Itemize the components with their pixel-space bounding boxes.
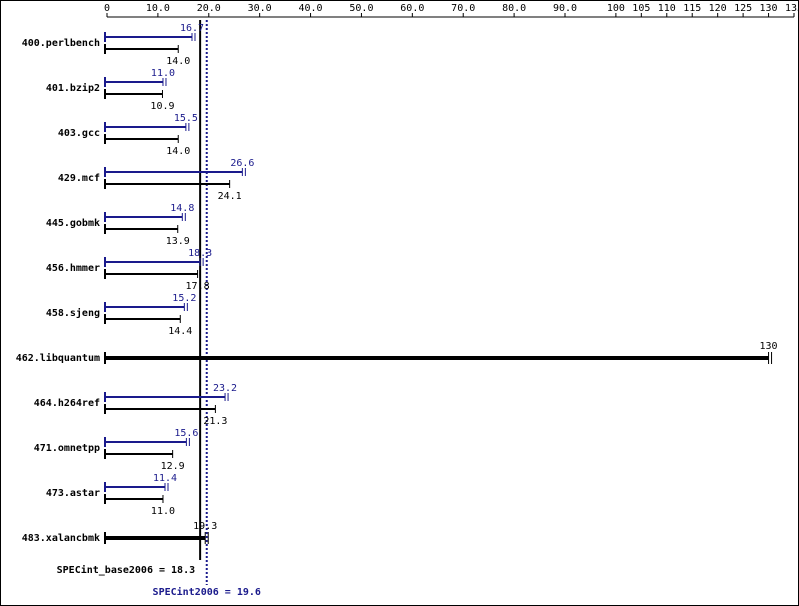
value-label: 19.3	[193, 521, 217, 532]
value-label: 14.0	[166, 146, 190, 157]
x-tick-label: 110	[658, 3, 676, 14]
x-tick-label: 100	[607, 3, 625, 14]
category-label: 483.xalancbmk	[22, 533, 100, 544]
reference-label: SPECint2006 = 19.6	[153, 586, 261, 598]
value-label: 26.6	[230, 158, 254, 169]
category-label: 429.mcf	[58, 173, 100, 184]
value-label: 23.2	[213, 383, 237, 394]
value-label: 10.9	[150, 101, 174, 112]
value-label: 16.7	[180, 23, 204, 34]
category-label: 462.libquantum	[16, 352, 100, 364]
x-tick-label: 125	[734, 3, 752, 14]
value-label: 11.0	[151, 68, 175, 79]
category-label: 403.gcc	[58, 128, 100, 139]
category-label: 473.astar	[46, 488, 100, 499]
value-label: 12.9	[161, 461, 185, 472]
category-label: 456.hmmer	[46, 263, 100, 274]
value-label: 11.0	[151, 506, 175, 517]
x-tick-label: 70.0	[451, 3, 475, 14]
value-label: 14.8	[170, 203, 194, 214]
value-label: 15.2	[172, 293, 196, 304]
value-label: 21.3	[203, 416, 227, 427]
x-tick-label: 135	[785, 3, 799, 14]
reference-label: SPECint_base2006 = 18.3	[57, 564, 195, 576]
x-tick-label: 30.0	[248, 3, 272, 14]
x-tick-label: 40.0	[299, 3, 323, 14]
x-tick-label: 90.0	[553, 3, 577, 14]
category-label: 400.perlbench	[22, 38, 100, 49]
value-label: 11.4	[153, 473, 177, 484]
value-label: 14.0	[166, 56, 190, 67]
x-tick-label: 105	[632, 3, 650, 14]
x-tick-label: 115	[683, 3, 701, 14]
value-label: 13.9	[166, 236, 190, 247]
x-tick-label: 50.0	[349, 3, 373, 14]
category-label: 464.h264ref	[34, 398, 100, 409]
value-label: 17.8	[186, 281, 210, 292]
value-label: 14.4	[168, 326, 192, 337]
category-label: 401.bzip2	[46, 82, 100, 94]
x-tick-label: 20.0	[197, 3, 221, 14]
category-label: 445.gobmk	[46, 218, 100, 229]
x-tick-label: 0	[104, 3, 110, 14]
x-tick-label: 130	[760, 3, 778, 14]
x-tick-label: 10.0	[146, 3, 170, 14]
x-tick-label: 120	[709, 3, 727, 14]
value-label: 15.5	[174, 113, 198, 124]
x-tick-label: 80.0	[502, 3, 526, 14]
value-label: 130	[760, 341, 778, 352]
category-label: 471.omnetpp	[34, 443, 100, 454]
value-label: 15.6	[174, 428, 198, 439]
category-label: 458.sjeng	[46, 307, 100, 319]
value-label: 24.1	[218, 191, 242, 202]
value-label: 18.3	[188, 248, 212, 259]
x-tick-label: 60.0	[400, 3, 424, 14]
